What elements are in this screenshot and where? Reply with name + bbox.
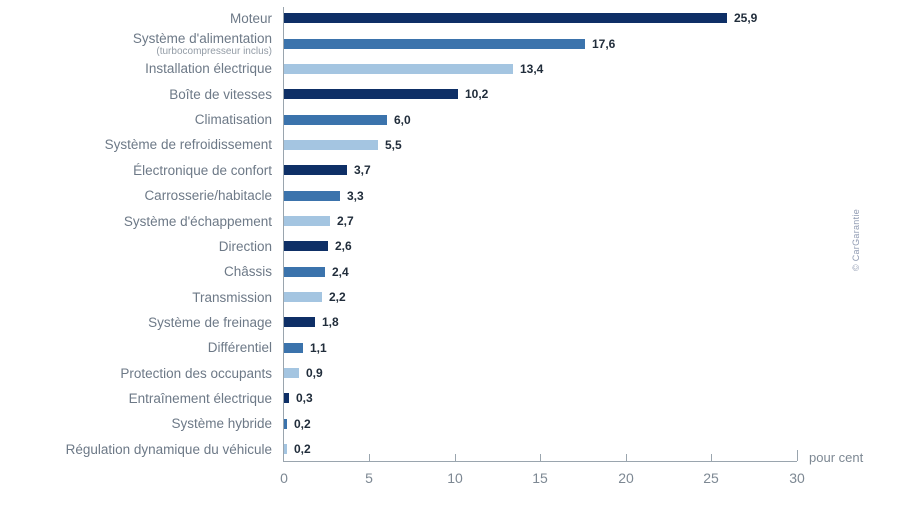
bar [284,38,585,49]
category-label-text: Système d'alimentation [132,30,272,46]
x-axis-tick-label: 5 [365,470,373,486]
category-label: Climatisation [0,100,272,140]
category-label: Système de freinage [0,302,272,342]
category-label-text: Protection des occupants [120,365,272,381]
category-label-text: Différentiel [207,340,272,356]
y-axis-line [283,7,284,462]
x-axis-tick-label: 25 [703,470,719,486]
bar [284,216,330,226]
category-label: Électronique de confort [0,150,272,190]
bar [284,114,387,125]
category-label-text: Système d'échappement [123,213,272,229]
category-label-text: Entraînement électrique [128,390,272,406]
value-label: 0,2 [294,416,311,431]
bar [284,342,303,353]
value-label: 13,4 [520,61,544,76]
category-label-text: Système de refroidissement [104,137,272,153]
value-label: 3,7 [354,163,371,178]
category-label-text: Moteur [229,10,272,26]
bar [284,89,458,100]
x-axis-tick-label: 20 [618,470,634,486]
value-label: 25,9 [734,11,758,26]
x-axis-tick-label: 15 [532,470,548,486]
x-axis-tick-label: 30 [789,470,805,486]
value-label: 1,8 [322,315,339,330]
category-label: Châssis [0,252,272,292]
bar [284,139,378,150]
x-axis-tick [455,454,456,461]
category-label-text: Climatisation [194,112,272,128]
bar [284,292,322,303]
value-label: 2,4 [332,264,349,279]
value-label: 0,9 [306,366,323,381]
category-label: Différentiel [0,328,272,368]
value-label: 0,3 [296,391,313,406]
bar [284,317,315,328]
category-label-text: Installation électrique [145,61,272,77]
category-label-text: Boîte de vitesses [169,86,272,102]
category-label: Entraînement électrique [0,378,272,418]
category-label: Régulation dynamique du véhicule [0,429,272,469]
value-label: 1,1 [310,340,327,355]
watermark-credit: © CarGarantie [851,208,861,272]
category-label: Système d'alimentation (turbocompresseur … [0,24,272,64]
category-label: Boîte de vitesses [0,74,272,114]
value-label: 2,7 [337,214,354,228]
x-axis-tick [540,454,541,461]
bar [284,13,727,24]
x-axis-tick-label: 10 [447,470,463,486]
category-label: Moteur [0,0,272,38]
value-label: 2,2 [329,290,346,305]
value-label: 0,2 [294,442,311,457]
category-sublabel-text: (turbocompresseur inclus) [156,45,272,57]
value-label: 2,6 [335,239,352,254]
bar [284,418,287,429]
category-label-text: Système de freinage [148,314,272,330]
category-label: Transmission [0,277,272,317]
x-axis-tick [797,450,798,461]
category-label: Système d'échappement [0,201,272,241]
category-label: Système hybride [0,404,272,444]
x-axis-tick [369,454,370,461]
bar [284,444,287,455]
x-axis-tick [626,454,627,461]
x-axis-tick [711,454,712,461]
x-axis-unit-label: pour cent [809,450,864,465]
category-label: Système de refroidissement [0,125,272,165]
category-label-text: Électronique de confort [133,162,272,178]
bar [284,266,325,277]
bar [284,165,347,176]
value-label: 17,6 [592,36,616,51]
bar [284,63,513,74]
value-label: 10,2 [465,87,489,102]
category-label: Protection des occupants [0,353,272,393]
bar [284,393,289,404]
value-label: 3,3 [347,188,364,203]
category-label-text: Carrosserie/habitacle [144,188,272,204]
bar [284,368,299,379]
category-label: Carrosserie/habitacle [0,176,272,216]
category-label: Direction [0,226,272,266]
bar [284,190,340,201]
category-label-text: Châssis [223,264,272,280]
value-label: 6,0 [394,112,411,127]
category-label: Installation électrique [0,49,272,89]
category-label-text: Système hybride [171,416,272,432]
value-label: 5,5 [385,137,402,152]
x-axis-line [283,461,797,462]
category-label-text: Régulation dynamique du véhicule [65,441,272,457]
category-label-text: Transmission [192,289,272,305]
bar [284,241,328,252]
category-label-text: Direction [218,238,272,254]
x-axis-tick-label: 0 [280,470,288,486]
